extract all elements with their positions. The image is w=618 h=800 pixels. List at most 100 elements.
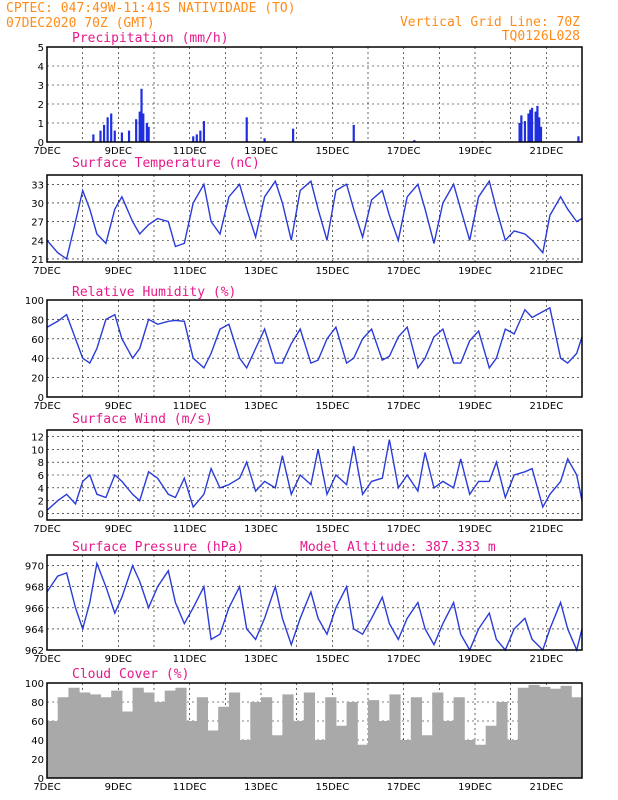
- precip-bar: [127, 130, 131, 142]
- precip-bar: [536, 105, 539, 142]
- cloud-bar: [485, 725, 497, 778]
- cloud-bar: [539, 686, 551, 778]
- rh-x-tick-label: 21DEC: [529, 401, 563, 412]
- rh-x-tick-label: 15DEC: [315, 401, 349, 412]
- cloud-y-tick-label: 40: [31, 736, 44, 747]
- temp-x-tick-label: 17DEC: [387, 266, 421, 277]
- wind-x-tick-label: 15DEC: [315, 524, 349, 535]
- cloud-x-tick-label: 15DEC: [315, 782, 349, 793]
- temp-frame: [46, 174, 583, 263]
- pressure-x-tick-label: 19DEC: [458, 654, 492, 665]
- wind-y-tick-label: 2: [38, 497, 44, 508]
- cloud-x-tick-label: 7DEC: [33, 782, 60, 793]
- cloud-bar: [143, 692, 155, 778]
- wind-x-tick-label: 21DEC: [529, 524, 563, 535]
- pressure-x-tick-label: 11DEC: [173, 654, 207, 665]
- temp-y-tick-label: 30: [31, 199, 44, 210]
- rh-y-tick-label: 0: [38, 393, 44, 404]
- precip-bar: [195, 134, 198, 142]
- pressure-x-tick-label: 15DEC: [315, 654, 349, 665]
- wind-y-tick-label: 10: [31, 445, 44, 456]
- rh-line: [46, 306, 583, 370]
- temp-title: Surface Temperature (nC): [72, 156, 260, 171]
- rh-x-tick-label: 13DEC: [244, 401, 278, 412]
- pressure-y-tick-label: 964: [25, 625, 44, 636]
- wind-x-tick-label: 7DEC: [33, 524, 60, 535]
- rh-x-tick-label: 11DEC: [173, 401, 207, 412]
- precip-bar: [110, 113, 113, 142]
- wind-y-tick-label: 6: [38, 471, 44, 482]
- cloud-bar: [475, 744, 487, 778]
- header-grid-line: Vertical Grid Line: 70Z: [400, 15, 580, 30]
- temp-line: [46, 179, 583, 261]
- cloud-bar: [389, 694, 401, 778]
- cloud-bar: [164, 690, 176, 778]
- cloud-bar: [325, 697, 337, 778]
- cloud-bar: [314, 740, 326, 778]
- wind-panel: 0 2 4 6 8 10 12 7DEC 9DEC 11DEC 13DEC 15DEC 17DEC 19D…: [31, 412, 583, 535]
- rh-y-tick-label: 20: [31, 374, 44, 385]
- cloud-bar: [100, 697, 112, 778]
- temp-y-tick-label: 24: [31, 236, 44, 247]
- wind-x-tick-label: 13DEC: [244, 524, 278, 535]
- precip-bar: [135, 119, 138, 142]
- cloud-y-tick-label: 20: [31, 755, 44, 766]
- cloud-bar: [432, 692, 444, 778]
- precip-bar: [192, 136, 195, 142]
- cloud-bar: [57, 697, 69, 778]
- precip-bar: [140, 88, 143, 142]
- precip-bar: [263, 138, 266, 142]
- cloud-bar: [571, 697, 582, 778]
- cloud-bar: [239, 740, 251, 778]
- precip-y-tick-label: 5: [38, 43, 44, 54]
- cloud-bar: [250, 702, 262, 778]
- wind-x-tick-label: 17DEC: [387, 524, 421, 535]
- precip-bar: [292, 128, 295, 142]
- precip-bar: [99, 130, 102, 142]
- precip-bar: [113, 130, 116, 142]
- wind-x-tick-label: 9DEC: [105, 524, 132, 535]
- precip-panel: 0 1 2 3 4 5 7DEC 9DEC 11DEC 13DEC 15DEC 17DEC 19DEC 2…: [33, 31, 583, 157]
- cloud-panel: 0 20 40 60 80 100 7DEC 9DEC 11DEC 13DEC 15DEC 17DEC…: [25, 667, 583, 793]
- cloud-bar: [293, 721, 305, 778]
- pressure-y-tick-label: 968: [25, 583, 44, 594]
- cloud-bar: [121, 711, 134, 778]
- cloud-x-tick-label: 11DEC: [173, 782, 207, 793]
- cloud-bar: [560, 685, 572, 778]
- pressure-x-tick-label: 21DEC: [529, 654, 563, 665]
- cloud-x-tick-label: 9DEC: [105, 782, 132, 793]
- rh-y-tick-label: 100: [25, 296, 44, 307]
- precip-bar: [538, 117, 541, 142]
- precip-bar: [520, 115, 523, 142]
- precip-bar: [245, 117, 248, 142]
- cloud-bar: [496, 702, 508, 778]
- precip-x-tick-label: 21DEC: [529, 146, 563, 157]
- precip-x-tick-label: 17DEC: [387, 146, 421, 157]
- rh-x-tick-label: 9DEC: [105, 401, 132, 412]
- temp-y-tick-label: 33: [31, 180, 44, 191]
- cloud-bar: [175, 687, 187, 778]
- pressure-x-tick-label: 13DEC: [244, 654, 278, 665]
- pressure-y-tick-label: 970: [25, 562, 44, 573]
- precip-x-tick-label: 19DEC: [458, 146, 492, 157]
- precip-bar: [534, 111, 537, 142]
- precip-bar: [142, 113, 145, 142]
- wind-line: [46, 439, 583, 511]
- precip-bar: [577, 136, 580, 142]
- wind-y-tick-label: 0: [38, 510, 44, 521]
- cloud-frame: [46, 682, 583, 779]
- temp-y-tick-label: 21: [31, 255, 44, 266]
- precip-bar: [518, 123, 521, 142]
- cloud-bar: [132, 687, 144, 778]
- temp-x-tick-label: 13DEC: [244, 266, 278, 277]
- cloud-bar: [528, 684, 540, 778]
- pressure-y-tick-label: 966: [25, 604, 44, 615]
- precip-bar: [102, 124, 106, 142]
- wind-title: Surface Wind (m/s): [72, 412, 213, 427]
- precip-bar: [138, 111, 141, 142]
- wind-y-tick-label: 4: [38, 484, 44, 495]
- wind-frame: [46, 429, 583, 521]
- wind-x-tick-label: 11DEC: [173, 524, 207, 535]
